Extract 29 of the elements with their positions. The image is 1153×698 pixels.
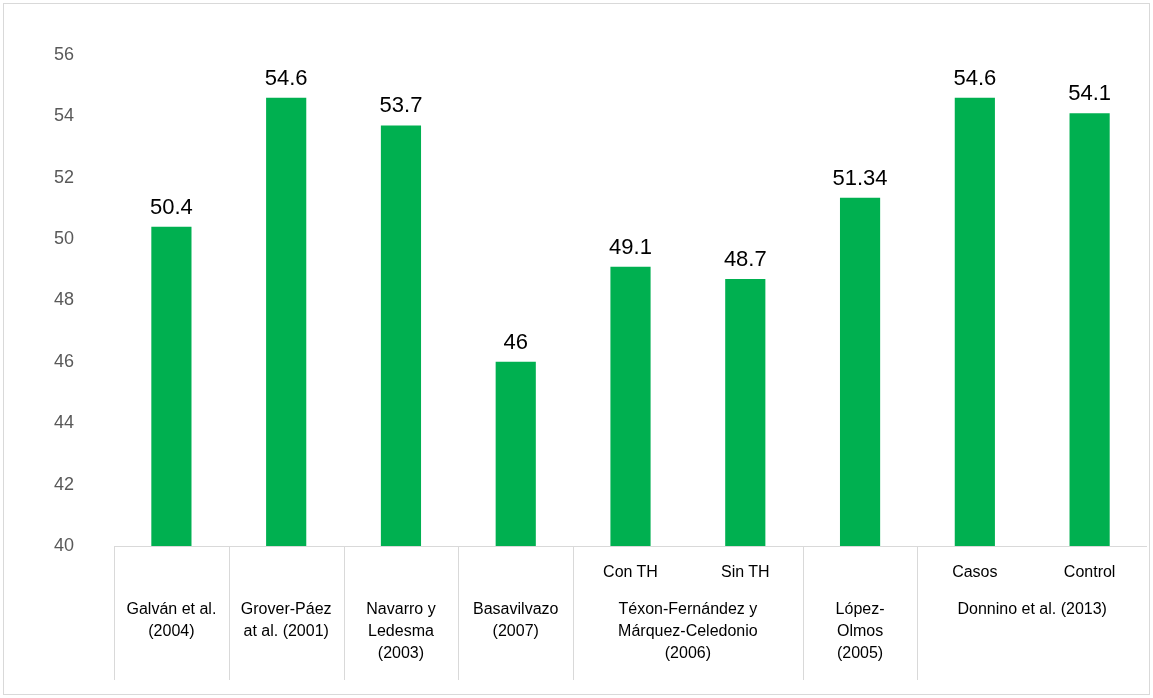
data-label: 50.4: [150, 193, 193, 219]
y-tick-label: 46: [53, 350, 75, 371]
y-tick-label: 42: [53, 473, 75, 494]
data-label: 48.7: [723, 245, 767, 271]
text: Téxon-Fernández y Márquez-Celedonio (2006): [618, 600, 758, 662]
x-tick-label: Control: [1063, 563, 1116, 581]
x-tick-label: Con TH: [603, 563, 658, 581]
y-tick-label: 52: [53, 166, 75, 187]
x-tick-label: Grover-Páez at al. (2001): [240, 600, 332, 640]
x-tick-label: López-Olmos (2005): [835, 600, 885, 662]
text: Donnino et al. (2013): [957, 600, 1107, 618]
x-tick-label: Basavilvazo (2007): [473, 600, 559, 640]
data-label: 49.1: [609, 233, 652, 259]
x-tick-label: Navarro y Ledesma (2003): [366, 600, 436, 662]
data-label: 46: [503, 328, 528, 354]
data-label: 53.7: [379, 92, 423, 118]
y-tick-label: 44: [53, 412, 75, 433]
data-label: 51.34: [832, 164, 888, 190]
data-label: 54.6: [264, 64, 308, 90]
y-tick-label: 54: [53, 105, 75, 126]
y-tick-label: 40: [53, 534, 75, 555]
x-tick-label: Galván et al. (2004): [126, 600, 217, 640]
y-tick-label: 48: [53, 289, 75, 310]
y-tick-label: 50: [53, 227, 75, 248]
data-label: 54.6: [953, 64, 997, 90]
x-tick-label: Sin TH: [720, 563, 770, 581]
x-tick-label: Casos: [952, 563, 998, 581]
y-tick-label: 56: [53, 43, 75, 64]
data-label: 54.1: [1068, 80, 1112, 106]
